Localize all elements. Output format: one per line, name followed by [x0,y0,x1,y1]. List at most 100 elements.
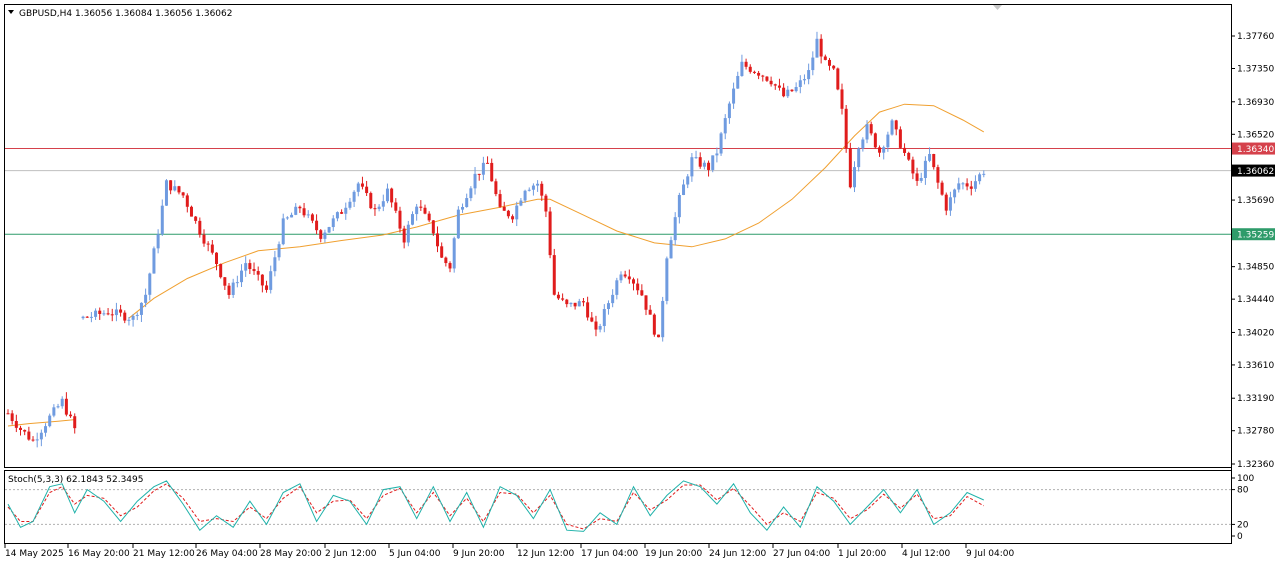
candle-body [744,61,748,67]
candle-body [94,310,98,317]
time-tick-label: 24 Jun 12:00 [709,549,766,559]
candle-body [14,420,18,428]
indicator-header: Stoch(5,3,3) 62.1843 52.3495 [8,475,143,485]
candle-body [611,294,615,304]
candle-body [481,162,485,175]
candle-body [335,212,339,219]
candle-body [252,269,256,272]
candle-body [615,280,619,295]
candle-body [873,133,877,148]
candle-body [807,70,811,80]
candle-body [315,220,319,231]
candle-body [736,75,740,89]
candle-body [944,194,948,211]
candle-body [898,129,902,148]
candle-body [577,301,581,307]
price-tick-label: 1.33610 [1237,361,1274,371]
candle-body [565,299,569,305]
candle-body [469,188,473,199]
price-tick-label: 1.37760 [1237,32,1274,42]
candle-body [177,186,181,193]
candle-body [652,314,656,335]
candle-body [48,415,52,427]
candle-body [102,313,106,315]
price-tick-label: 1.34020 [1237,328,1274,338]
candle-body [235,282,239,284]
candle-body [406,224,410,243]
candle-body [865,124,869,140]
candle-body [519,200,523,206]
candle-body [156,234,160,249]
candle-body [114,309,118,316]
price-tick-label: 1.36930 [1237,98,1274,108]
candle-body [465,198,469,208]
price-tick-label: 1.32360 [1237,460,1274,470]
candle-body [265,285,269,290]
candle-body [81,316,85,319]
candle-body [431,220,435,234]
candle-body [456,209,460,239]
candle-body [69,414,73,417]
candle-body [377,206,381,210]
candle-body [331,218,335,228]
candle-body [978,174,982,182]
candle-body [702,162,706,167]
time-tick-label: 17 Jun 04:00 [581,549,638,559]
candle-body [398,210,402,229]
candle-body [715,153,719,156]
level-tag-bg [1232,228,1275,241]
ma-line-segment [128,103,985,319]
candle-body [527,189,531,191]
candle-body [882,147,886,153]
candle-body [777,85,781,88]
candle-body [277,244,281,258]
candle-body [823,56,827,60]
candle-body [894,120,898,130]
price-panel-frame [4,4,1232,468]
candle-body [39,432,43,440]
candle-body [244,263,248,271]
candle-body [164,180,168,206]
candle-body [306,214,310,216]
candle-body [490,162,494,182]
candle-body [223,277,227,286]
candle-body [98,310,102,314]
candle-body [727,103,731,119]
candle-body [444,257,448,264]
candle-body [690,157,694,177]
time-tick-label: 2 Jun 12:00 [325,549,377,559]
candle-body [119,309,123,313]
price-axis: 1.37760 1.37350 1.36930 1.36520 1.35690 1.348… [1231,32,1274,470]
candle-body [410,214,414,225]
level-tag-bg [1232,142,1275,155]
candle-body [477,173,481,175]
candle-body [548,211,552,256]
candle-body [127,319,131,321]
time-tick-label: 9 Jun 20:00 [453,549,505,559]
collapse-triangle-icon[interactable] [8,10,14,14]
candle-body [836,68,840,90]
time-axis: 14 May 2025 16 May 20:00 21 May 12:00 26 Ma… [4,544,1015,559]
candle-body [56,406,60,408]
time-tick-label: 21 May 12:00 [133,549,195,559]
candle-body [853,167,857,188]
candle-body [815,38,819,58]
candle-body [556,294,560,299]
candle-body [494,181,498,195]
candle-body [64,398,68,415]
level-tag-label: 1.35259 [1237,231,1274,241]
candle-body [686,176,690,185]
candle-body [310,214,314,221]
candle-body [52,407,56,416]
candle-body [819,38,823,57]
time-tick-label: 5 Jun 04:00 [389,549,441,559]
candle-body [181,192,185,196]
candle-body [344,207,348,214]
candle-body [890,120,894,135]
candle-body [973,181,977,189]
candle-body [761,75,765,77]
time-tick-label: 16 May 20:00 [68,549,130,559]
candle-body [811,57,815,71]
candle-body [139,302,143,315]
